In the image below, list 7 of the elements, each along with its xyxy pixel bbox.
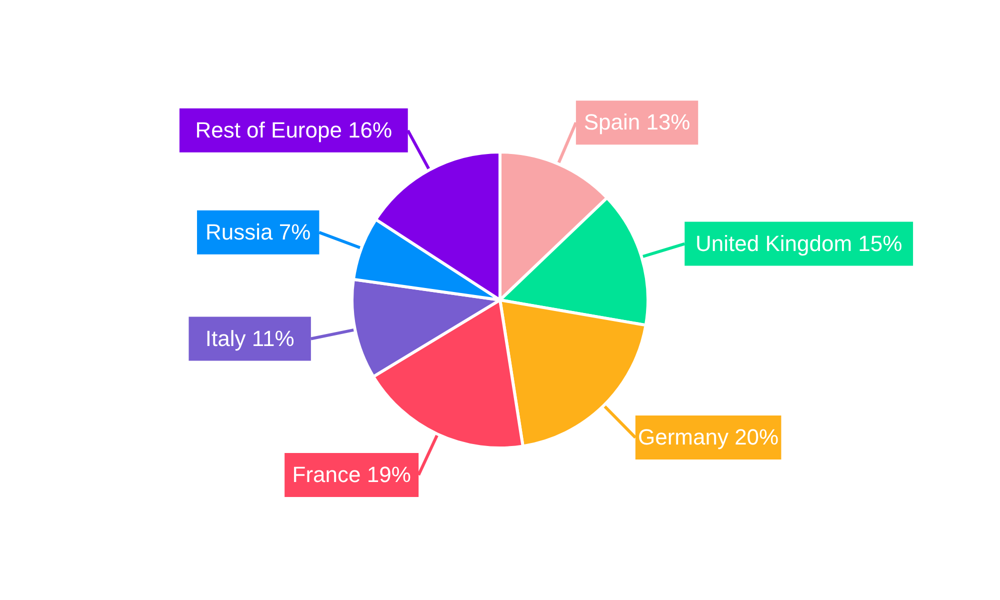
slice-label: Rest of Europe 16%	[195, 117, 392, 142]
slice-label: France 19%	[292, 462, 411, 487]
slice-label: United Kingdom 15%	[695, 230, 902, 256]
slice-label: Spain 13%	[584, 110, 690, 135]
slice-label: Italy 11%	[205, 326, 294, 351]
slice-label: Russia 7%	[206, 219, 311, 244]
slice-label: Germany 20%	[638, 424, 779, 450]
